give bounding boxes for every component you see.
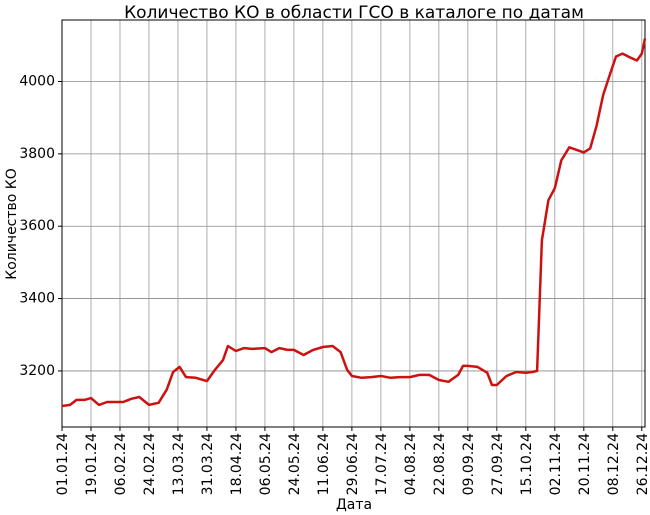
x-tick-label: 13.03.24 — [171, 433, 187, 495]
y-tick-label: 3600 — [19, 218, 55, 234]
chart-title: Количество КО в области ГСО в каталоге п… — [124, 3, 584, 23]
x-tick-label: 01.01.24 — [55, 433, 71, 495]
y-tick-label: 3800 — [19, 146, 55, 162]
x-tick-label: 24.02.24 — [142, 433, 158, 495]
plot-area — [62, 20, 645, 427]
x-tick-label: 18.04.24 — [229, 433, 245, 495]
x-tick-label: 19.01.24 — [84, 433, 100, 495]
x-tick-label: 31.03.24 — [200, 433, 216, 495]
y-tick-label: 3400 — [19, 291, 55, 307]
x-tick-label: 24.05.24 — [287, 433, 303, 495]
x-tick-label: 06.02.24 — [113, 433, 129, 495]
y-axis-label: Количество КО — [4, 168, 20, 280]
y-tick-label: 3200 — [19, 363, 55, 379]
x-tick-label: 04.08.24 — [403, 433, 419, 495]
x-tick-label: 06.05.24 — [258, 433, 274, 495]
x-tick-label: 22.08.24 — [432, 433, 448, 495]
x-tick-label: 17.07.24 — [374, 433, 390, 495]
x-tick-label: 26.12.24 — [635, 433, 650, 495]
x-tick-label: 29.06.24 — [345, 433, 361, 495]
x-tick-label: 20.11.24 — [577, 433, 593, 495]
x-tick-label: 02.11.24 — [548, 433, 564, 495]
x-tick-label: 15.10.24 — [519, 433, 535, 495]
data-line — [61, 38, 647, 408]
plot-frame — [61, 19, 646, 428]
x-tick-label: 27.09.24 — [490, 433, 506, 495]
x-tick-label: 11.06.24 — [316, 433, 332, 495]
x-tick-label: 08.12.24 — [606, 433, 622, 495]
x-tick-label: 09.09.24 — [461, 433, 477, 495]
x-axis-label: Дата — [336, 497, 372, 513]
y-tick-label: 4000 — [19, 74, 55, 90]
